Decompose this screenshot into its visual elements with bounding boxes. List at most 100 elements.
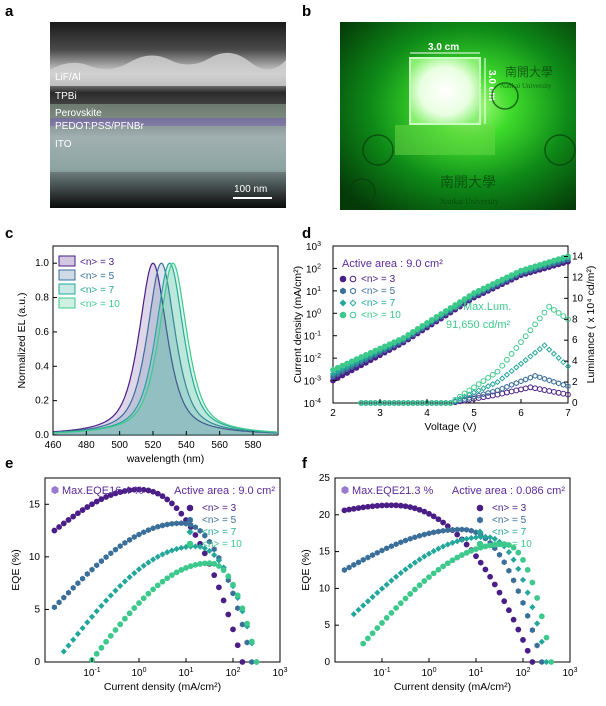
annotation-area: Active area : 0.086 cm² bbox=[452, 485, 565, 497]
eqe-point-1 bbox=[459, 526, 465, 533]
eqe-point-1 bbox=[398, 539, 404, 546]
eqe-point-3 bbox=[510, 544, 517, 551]
legend-marker-filled-0 bbox=[339, 275, 347, 283]
eqe-point-1 bbox=[449, 526, 456, 533]
lum-point-0 bbox=[499, 390, 506, 397]
eqe-point-0 bbox=[496, 589, 503, 596]
eqe-point-2 bbox=[168, 547, 176, 554]
eqe-point-0 bbox=[211, 572, 218, 579]
eqe-point-2 bbox=[60, 648, 67, 655]
lum-point-2 bbox=[555, 354, 562, 362]
eqe-point-2 bbox=[458, 536, 466, 544]
y2-tick-label: 2 bbox=[572, 377, 578, 388]
lum-point-2 bbox=[503, 371, 511, 378]
eqe-point-2 bbox=[477, 533, 484, 541]
legend-label-1: <n> = 5 bbox=[202, 515, 237, 526]
eqe-point-2 bbox=[140, 562, 147, 569]
eqe-point-3 bbox=[388, 609, 395, 616]
eqe-point-0 bbox=[60, 520, 67, 527]
annotation-max-lum-value: 91,650 cd/m² bbox=[446, 319, 511, 331]
lum-point-3 bbox=[551, 306, 557, 313]
eqe-point-2 bbox=[201, 545, 208, 552]
eqe-point-3 bbox=[430, 570, 437, 577]
jv-point-3 bbox=[438, 311, 445, 317]
eqe-point-2 bbox=[196, 543, 204, 550]
jv-point-3 bbox=[395, 337, 402, 343]
photo-university-text-2: Nankai University bbox=[500, 82, 552, 90]
eqe-point-1 bbox=[164, 521, 170, 528]
eqe-point-2 bbox=[355, 606, 362, 613]
eqe-point-2 bbox=[402, 566, 409, 573]
eqe-point-3 bbox=[402, 595, 409, 602]
legend-swatch-0 bbox=[58, 255, 76, 267]
eqe-point-1 bbox=[412, 534, 418, 541]
lum-point-2 bbox=[480, 385, 487, 392]
eqe-point-3 bbox=[220, 567, 227, 574]
jv-point-3 bbox=[348, 358, 355, 365]
eqe-point-3 bbox=[225, 573, 232, 580]
legend-marker-2 bbox=[476, 528, 484, 536]
jv-point-3 bbox=[433, 314, 440, 320]
eqe-point-2 bbox=[364, 598, 372, 605]
legend-marker-open-0 bbox=[349, 275, 357, 283]
eqe-point-1 bbox=[51, 604, 57, 611]
eqe-point-2 bbox=[211, 551, 218, 559]
eqe-point-0 bbox=[388, 502, 395, 509]
lum-point-3 bbox=[457, 393, 463, 400]
eqe-point-1 bbox=[501, 559, 507, 566]
eqe-point-2 bbox=[173, 545, 180, 553]
legend-label-2: <n> = 7 bbox=[361, 298, 396, 309]
eqe-point-0 bbox=[510, 616, 517, 623]
eqe-point-0 bbox=[84, 504, 91, 510]
eqe-point-3 bbox=[234, 592, 241, 599]
eqe-point-1 bbox=[108, 550, 114, 557]
lum-point-1 bbox=[485, 390, 491, 396]
sem-image: LiF/Al TPBi Perovskite PEDOT:PSS/PFNBr I… bbox=[50, 22, 286, 208]
panel-label-c: c bbox=[5, 225, 13, 242]
legend-marker-open-2 bbox=[349, 299, 357, 307]
lum-point-3 bbox=[560, 313, 567, 320]
eqe-point-0 bbox=[65, 517, 72, 523]
lum-point-2 bbox=[466, 391, 473, 398]
eqe-point-3 bbox=[183, 565, 189, 571]
el-area-3 bbox=[53, 263, 278, 435]
eqe-point-1 bbox=[183, 520, 189, 527]
x-tick-label: 5 bbox=[471, 408, 477, 419]
x-tick-label: 10-1 bbox=[373, 667, 390, 679]
legend-label-3: <n> = 10 bbox=[80, 299, 120, 310]
eqe-point-0 bbox=[169, 500, 175, 507]
eqe-point-1 bbox=[379, 547, 385, 554]
lum-point-3 bbox=[508, 351, 515, 357]
eqe-point-2 bbox=[491, 535, 498, 543]
eqe-point-1 bbox=[169, 520, 175, 527]
eqe-point-2 bbox=[135, 566, 143, 573]
eqe-point-2 bbox=[407, 562, 414, 570]
eqe-point-3 bbox=[421, 578, 428, 584]
y2-tick-label: 8 bbox=[572, 314, 578, 325]
x-tick-label: 102 bbox=[225, 667, 240, 679]
eqe-point-0 bbox=[346, 506, 353, 513]
eqe-point-2 bbox=[98, 602, 105, 609]
sem-layer-lifal: LiF/Al bbox=[55, 72, 81, 83]
legend-swatch-1 bbox=[58, 269, 76, 281]
eqe-point-3 bbox=[126, 610, 133, 617]
eqe-point-1 bbox=[80, 575, 86, 582]
eqe-point-0 bbox=[154, 490, 161, 497]
legend-marker-0 bbox=[476, 504, 484, 512]
eqe-point-3 bbox=[154, 582, 161, 589]
eqe-point-0 bbox=[473, 553, 479, 560]
lum-point-2 bbox=[517, 360, 525, 367]
eqe-point-1 bbox=[211, 546, 217, 553]
x-tick-label: 100 bbox=[421, 667, 436, 679]
eqe-point-0 bbox=[150, 488, 157, 495]
eqe-point-2 bbox=[538, 638, 545, 645]
eqe-point-1 bbox=[431, 529, 437, 536]
sem-layer-ito: ITO bbox=[55, 139, 72, 150]
eqe-point-3 bbox=[122, 615, 128, 622]
panel-label-b: b bbox=[302, 3, 311, 20]
eqe-point-2 bbox=[121, 578, 129, 585]
eqe-point-1 bbox=[421, 531, 427, 538]
legend-label-0: <n> = 3 bbox=[80, 257, 115, 268]
eqe-point-2 bbox=[463, 535, 470, 542]
annotation-area: Active area : 9.0 cm² bbox=[342, 258, 443, 270]
